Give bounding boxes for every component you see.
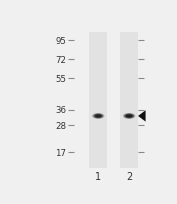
Ellipse shape [123, 113, 135, 119]
Text: 28: 28 [55, 121, 66, 130]
Text: 95: 95 [55, 37, 66, 45]
Ellipse shape [126, 115, 133, 118]
Text: 2: 2 [126, 172, 132, 182]
Ellipse shape [95, 115, 102, 118]
Ellipse shape [92, 113, 104, 119]
Bar [120, 33, 138, 168]
Polygon shape [138, 111, 145, 122]
Text: 55: 55 [55, 74, 66, 83]
Ellipse shape [93, 114, 103, 119]
Text: 72: 72 [55, 55, 66, 64]
Ellipse shape [124, 114, 134, 119]
Text: 36: 36 [55, 106, 66, 115]
Text: 1: 1 [95, 172, 101, 182]
Text: 17: 17 [55, 148, 66, 157]
Bar [89, 33, 107, 168]
